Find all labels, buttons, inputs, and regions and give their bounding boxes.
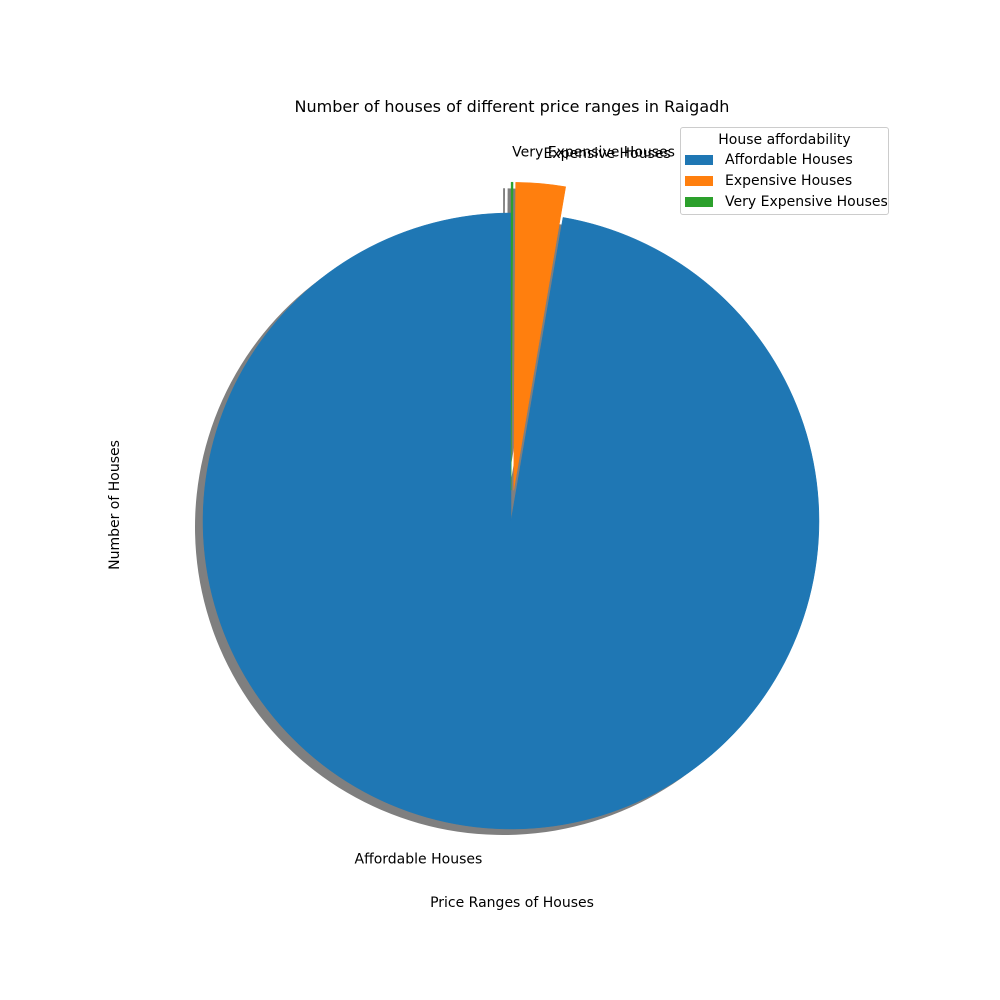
legend-item: Expensive Houses (681, 171, 888, 192)
pie-slice-expensive-houses (513, 182, 566, 491)
slice-label-expensive-houses: Expensive Houses (543, 146, 670, 162)
legend-swatch (685, 155, 713, 165)
legend-item: Very Expensive Houses (681, 192, 888, 213)
pie-slice-very-expensive-houses (510, 181, 514, 491)
legend-item: Affordable Houses (681, 150, 888, 171)
x-axis-label: Price Ranges of Houses (430, 895, 594, 911)
legend-label: Expensive Houses (725, 173, 853, 189)
slice-label-very-expensive-houses: Very Expensive Houses (512, 144, 675, 160)
slice-label-affordable-houses: Affordable Houses (355, 852, 483, 868)
legend-label: Affordable Houses (725, 152, 853, 168)
legend-title: House affordability (718, 132, 851, 148)
pie-slices (202, 181, 820, 830)
y-axis-label: Number of Houses (107, 440, 123, 570)
legend-swatch (685, 176, 713, 186)
pie-slice-affordable-houses (202, 212, 820, 830)
legend-label: Very Expensive Houses (725, 194, 888, 210)
legend: House affordability Affordable Houses Ex… (680, 127, 889, 215)
chart-title: Number of houses of different price rang… (295, 97, 730, 116)
legend-swatch (685, 197, 713, 207)
